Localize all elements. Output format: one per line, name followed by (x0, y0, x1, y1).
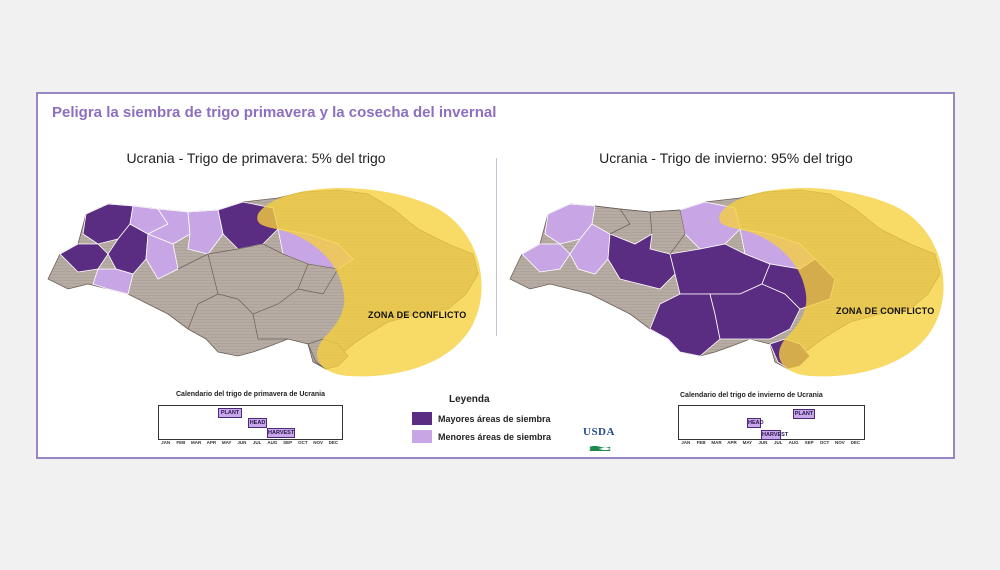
month-label: APR (206, 440, 217, 445)
month-label: MAY (221, 440, 232, 445)
month-label: MAR (711, 440, 722, 445)
month-label: FEB (696, 440, 706, 445)
calendar-bar-head: HEAD (747, 418, 764, 428)
region-minor (569, 223, 611, 275)
calendar-bar-head: HEAD (248, 418, 267, 428)
spring-conflict-label: ZONA DE CONFLICTO (368, 310, 467, 320)
month-label: MAY (742, 440, 753, 445)
month-label: JUL (773, 440, 783, 445)
winter-calendar-months: JAN FEB MAR APR MAY JUN JUL AUG SEP OCT … (678, 440, 863, 445)
conflict-zone (719, 187, 944, 377)
region-major (59, 243, 109, 273)
calendar-bar-plant: PLANT (218, 408, 242, 418)
spring-calendar-title: Calendario del trigo de primavera de Ucr… (176, 391, 325, 398)
spring-calendar-months: JAN FEB MAR APR MAY JUN JUL AUG SEP OCT … (158, 440, 341, 445)
month-label: JUL (252, 440, 262, 445)
calendar-bar-harvest: HARVEST (761, 430, 789, 440)
month-label: JUN (237, 440, 247, 445)
divider (496, 158, 497, 336)
month-label: APR (727, 440, 737, 445)
month-label: SEP (283, 440, 293, 445)
month-label: OCT (298, 440, 308, 445)
month-label: SEP (804, 440, 814, 445)
legend-swatch (412, 430, 432, 443)
usda-wave-icon (589, 445, 611, 451)
legend-swatch (412, 412, 432, 425)
month-label: AUG (267, 440, 278, 445)
month-label: FEB (176, 440, 186, 445)
legend-label: Mayores áreas de siembra (438, 413, 551, 424)
winter-calendar: PLANT HEAD HARVEST (678, 405, 865, 440)
legend-label: Menores áreas de siembra (438, 431, 552, 442)
month-label: NOV (313, 440, 323, 445)
usda-logo: USDA (583, 426, 617, 456)
legend-title: Leyenda (449, 394, 490, 405)
winter-calendar-title: Calendario del trigo de invierno de Ucra… (680, 392, 823, 399)
winter-map-title: Ucrania - Trigo de invierno: 95% del tri… (599, 150, 853, 166)
winter-conflict-label: ZONA DE CONFLICTO (836, 306, 935, 316)
spring-calendar: PLANT HEAD HARVEST (158, 405, 343, 440)
spring-map-title: Ucrania - Trigo de primavera: 5% del tri… (126, 150, 386, 166)
month-label: JAN (681, 440, 691, 445)
calendar-bar-plant: PLANT (793, 409, 815, 419)
spring-wheat-map (47, 187, 482, 377)
page-title: Peligra la siembra de trigo primavera y … (52, 104, 497, 121)
legend-item-major: Mayores áreas de siembra (412, 412, 551, 425)
conflict-zone (257, 187, 482, 377)
month-label: DEC (328, 440, 339, 445)
legend-item-minor: Menores áreas de siembra (412, 430, 551, 443)
month-label: MAR (191, 440, 202, 445)
infographic-card: Peligra la siembra de trigo primavera y … (36, 92, 955, 459)
region-minor (92, 268, 134, 295)
month-label: JUN (758, 440, 768, 445)
month-label: JAN (161, 440, 171, 445)
month-label: DEC (850, 440, 861, 445)
calendar-bar-harvest: HARVEST (267, 428, 295, 438)
month-label: AUG (788, 440, 799, 445)
winter-wheat-map (509, 187, 944, 377)
region-minor (145, 233, 179, 280)
region-major (709, 283, 801, 340)
month-label: OCT (819, 440, 830, 445)
month-label: NOV (835, 440, 845, 445)
usda-logo-text: USDA (583, 426, 615, 438)
